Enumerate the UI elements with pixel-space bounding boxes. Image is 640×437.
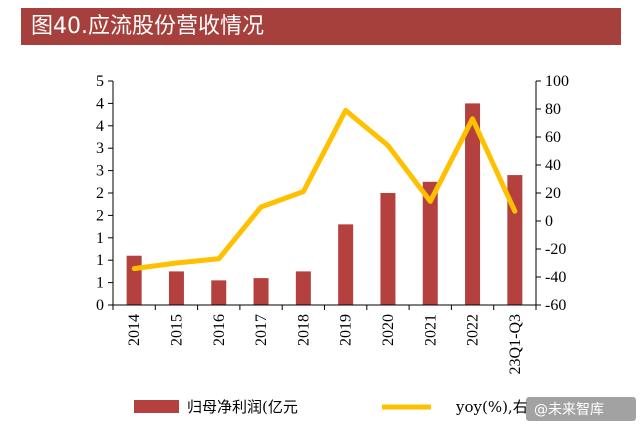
right-tick-label: 40 [545, 157, 561, 174]
right-tick-label: -20 [545, 241, 566, 258]
watermark-bg [526, 397, 636, 421]
yoy-line [131, 107, 518, 272]
right-tick-label: 100 [545, 73, 569, 90]
x-axis-ticks: 2014 2015 2016 2017 2018 2019 2020 2021 2022 23Q1… [112, 305, 537, 374]
right-tick-label: 0 [545, 213, 553, 230]
x-tick-label: 2018 [295, 314, 312, 346]
left-tick-label: 1 [96, 230, 104, 247]
bar-2018 [295, 271, 311, 305]
left-tick-label: 1 [96, 252, 104, 269]
x-tick-label: 2016 [211, 314, 228, 346]
bar-2017 [253, 278, 269, 305]
left-tick-label: 0 [96, 297, 104, 314]
right-axis-ticks: -60 -40 -20 0 20 40 60 80 100 [536, 73, 569, 314]
bar-2015 [168, 271, 184, 305]
x-tick-label: 2019 [338, 314, 355, 346]
title-bar: 图40.应流股份营收情况 [21, 8, 621, 45]
left-tick-label: 1 [96, 275, 104, 292]
left-tick-label: 2 [96, 185, 104, 202]
x-tick-label: 2014 [126, 314, 143, 346]
x-tick-label: 2021 [422, 314, 439, 346]
left-tick-label: 5 [96, 73, 104, 90]
left-tick-label: 3 [96, 163, 104, 180]
left-tick-label: 2 [96, 207, 104, 224]
legend-line-label: yoy(%),右 [455, 398, 528, 416]
right-tick-label: 20 [545, 185, 561, 202]
right-tick-label: -60 [545, 297, 566, 314]
left-axis-ticks: 0 1 1 1 2 2 3 3 4 4 5 [96, 73, 113, 314]
x-tick-label: 2017 [253, 314, 270, 346]
x-tick-label: 2020 [380, 314, 397, 346]
x-tick-label: 2015 [168, 314, 185, 346]
bar-2019 [338, 224, 354, 305]
x-tick-label: 2022 [465, 314, 482, 346]
legend: 归母净利润(亿元 yoy(%),右 [134, 398, 528, 416]
watermark-text: @未来智库 [534, 402, 604, 418]
right-tick-label: 80 [545, 101, 561, 118]
bar-2021 [422, 181, 438, 305]
bar-series [126, 103, 523, 306]
right-tick-label: 60 [545, 129, 561, 146]
bar-2016 [211, 280, 227, 305]
bar-2022 [465, 103, 481, 306]
left-tick-label: 3 [96, 140, 104, 157]
left-tick-label: 4 [96, 95, 104, 112]
x-tick-label: 23Q1-Q3 [507, 314, 524, 374]
legend-bar-swatch [134, 400, 179, 413]
bar-2020 [380, 193, 396, 305]
left-tick-label: 4 [96, 118, 104, 135]
right-tick-label: -40 [545, 269, 566, 286]
watermark: @未来智库 [526, 397, 636, 421]
bar-2014 [126, 255, 142, 305]
legend-bar-label: 归母净利润(亿元 [187, 398, 298, 416]
chart-title: 图40.应流股份营收情况 [31, 14, 264, 39]
